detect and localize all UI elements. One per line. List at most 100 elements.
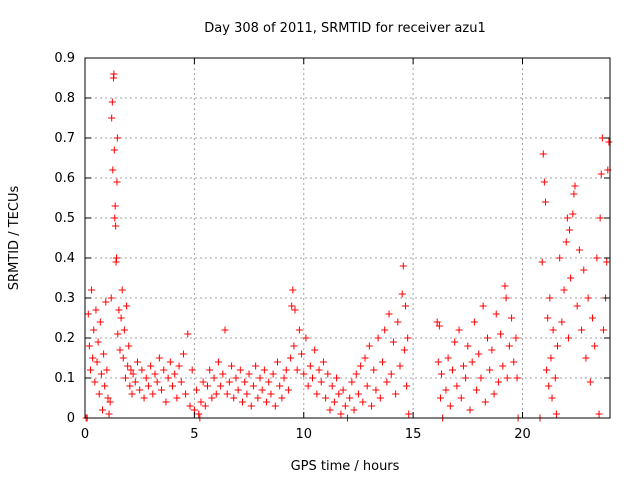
data-point (121, 374, 129, 382)
data-point (540, 178, 548, 186)
data-point (173, 394, 181, 402)
data-point (265, 378, 273, 386)
data-point (298, 350, 306, 358)
data-point (578, 326, 586, 334)
data-point (108, 114, 116, 122)
data-point (188, 366, 196, 374)
data-point (571, 182, 579, 190)
data-point (112, 222, 120, 230)
data-point (103, 366, 111, 374)
data-point (201, 402, 209, 410)
data-point (84, 310, 92, 318)
data-point (558, 318, 566, 326)
data-point (151, 370, 159, 378)
data-point (541, 198, 549, 206)
data-point (554, 342, 561, 350)
data-point (315, 366, 323, 374)
data-point (319, 358, 327, 366)
data-point (89, 354, 97, 362)
data-point (278, 394, 286, 402)
data-point (405, 410, 413, 418)
data-point (372, 386, 380, 394)
data-point (225, 378, 233, 386)
data-point (446, 402, 454, 410)
data-point (595, 410, 603, 418)
y-tick-label: 0.3 (54, 291, 75, 306)
data-point (597, 170, 605, 178)
data-point (126, 382, 134, 390)
data-point (389, 338, 397, 346)
data-point (217, 382, 225, 390)
data-point (232, 374, 240, 382)
data-point (494, 378, 502, 386)
y-tick-label: 0.9 (54, 51, 75, 66)
data-point (544, 314, 552, 322)
data-point (497, 330, 505, 338)
data-point (252, 362, 260, 370)
y-tick-label: 0.1 (54, 371, 75, 386)
data-point (144, 382, 152, 390)
x-tick-label: 5 (190, 427, 198, 442)
data-point (589, 314, 596, 322)
data-point (605, 138, 613, 146)
data-point (88, 286, 96, 294)
data-point (538, 258, 546, 266)
data-point (97, 370, 105, 378)
data-point (348, 378, 356, 386)
data-point (256, 374, 264, 382)
data-point (102, 298, 110, 306)
data-point (365, 342, 373, 350)
data-point (333, 374, 341, 382)
data-point (267, 390, 275, 398)
data-point (486, 366, 494, 374)
x-axis-label: GPS time / hours (291, 459, 400, 474)
data-point (116, 346, 124, 354)
y-tick-label: 0.7 (54, 131, 75, 146)
data-point (129, 370, 137, 378)
data-point (263, 398, 271, 406)
data-point (562, 238, 570, 246)
data-point (247, 402, 255, 410)
data-point (462, 374, 470, 382)
data-point (208, 394, 216, 402)
data-point (136, 386, 144, 394)
data-point (394, 318, 402, 326)
data-point (125, 342, 133, 350)
data-point (96, 318, 104, 326)
data-point (499, 362, 507, 370)
y-tick-label: 0.5 (54, 211, 75, 226)
data-point (92, 306, 100, 314)
data-point (284, 386, 292, 394)
data-point (503, 374, 511, 382)
data-point (162, 398, 170, 406)
data-point (219, 370, 227, 378)
data-point (401, 302, 409, 310)
data-point (118, 286, 126, 294)
data-point (387, 370, 395, 378)
data-point (570, 190, 578, 198)
data-point (596, 214, 604, 222)
data-point (124, 362, 132, 370)
data-point (164, 374, 172, 382)
data-point (230, 394, 238, 402)
data-point (300, 370, 308, 378)
axis-ticks (84, 57, 610, 419)
data-point (322, 394, 330, 402)
data-point (481, 398, 489, 406)
data-point (510, 358, 518, 366)
data-point (197, 398, 205, 406)
data-point (513, 374, 521, 382)
data-point (545, 382, 553, 390)
data-point (381, 326, 389, 334)
data-point (552, 410, 560, 418)
data-point (505, 342, 513, 350)
data-point (85, 342, 93, 350)
y-tick-label: 0.8 (54, 91, 75, 106)
data-point (104, 394, 112, 402)
data-point (140, 394, 148, 402)
data-point (91, 378, 99, 386)
data-point (591, 342, 599, 350)
data-point (241, 378, 249, 386)
y-axis-label: SRMTID / TECUs (7, 186, 22, 291)
y-tick-labels: 0 0.1 0.2 0.3 0.4 0.5 0.6 0.7 0.8 0.9 (54, 51, 75, 426)
